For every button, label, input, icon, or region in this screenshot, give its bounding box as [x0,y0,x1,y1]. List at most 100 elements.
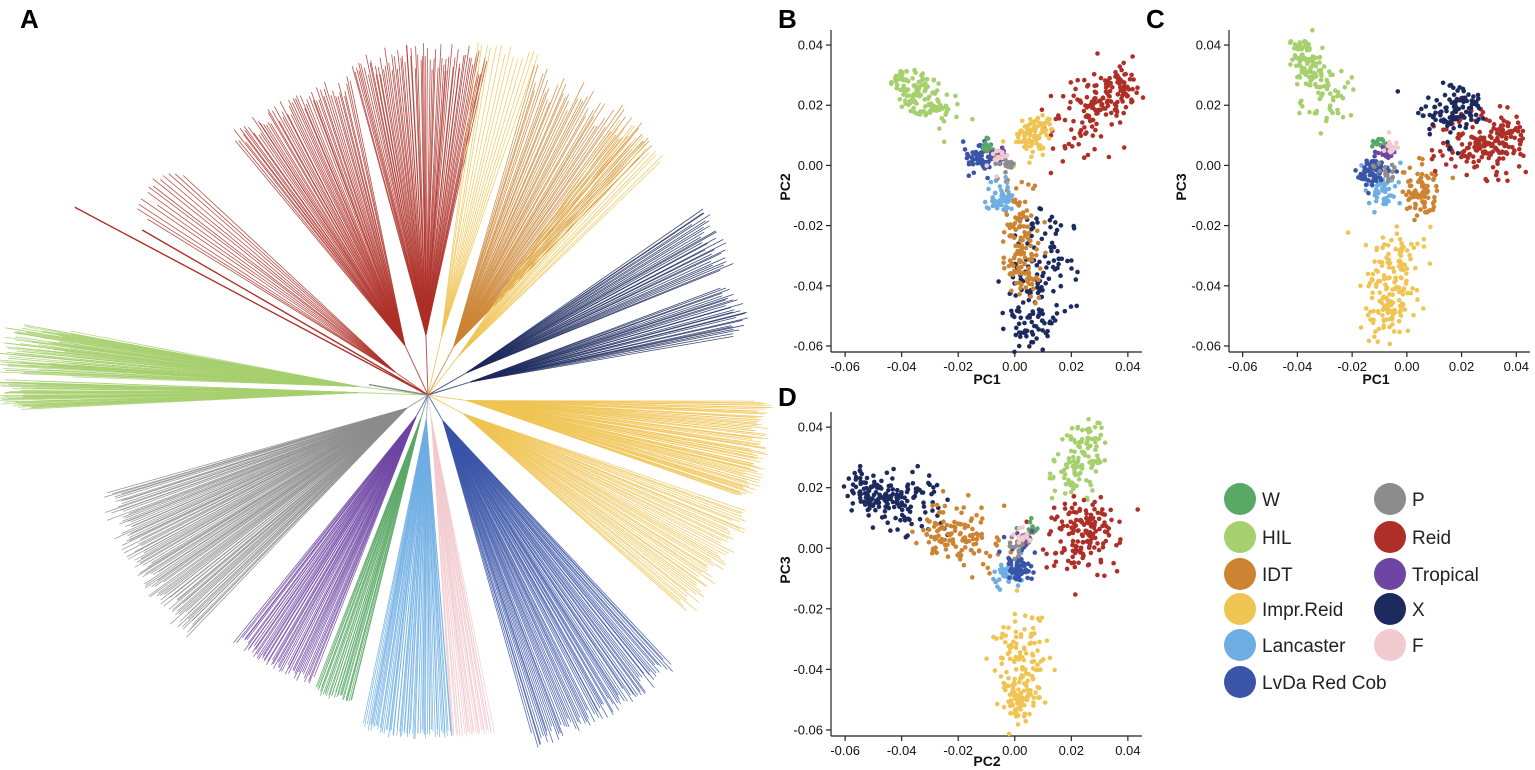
point-reid [1074,517,1079,523]
point-idt [1450,175,1456,181]
tree-leaf [442,420,624,689]
point-hil [927,102,932,108]
point-p [1386,176,1391,181]
tree-leaf [442,420,595,715]
point-idt [933,545,938,550]
point-hil [1351,87,1356,92]
legend-item-idt: IDT [1224,558,1293,590]
point-x [910,481,916,486]
point-lvda-red-cob [997,549,1002,554]
x-tick-label: 0.04 [1115,359,1140,374]
panel-letter-b: B [778,4,797,34]
point-lancaster [1366,200,1372,206]
legend-swatch [1224,666,1256,698]
tree-leaf [463,413,708,569]
point-reid [1069,144,1075,149]
point-reid [1504,151,1510,157]
point-impr-reid [1011,639,1016,645]
point-hil [944,92,950,97]
legend-label: Lancaster [1262,636,1346,657]
point-idt [979,505,984,511]
point-impr-reid [1411,312,1416,318]
point-reid [1078,100,1084,105]
point-idt [1030,186,1036,191]
point-lvda-red-cob [1001,534,1007,540]
point-hil [1062,491,1068,496]
point-p [1383,173,1389,178]
point-x [1454,115,1460,120]
point-x [1448,82,1454,88]
point-idt [961,562,967,568]
point-idt [1414,213,1420,218]
point-impr-reid [1379,259,1385,265]
point-reid [1431,153,1436,159]
point-x [923,510,928,515]
point-impr-reid [1016,680,1022,685]
point-reid [1473,147,1479,153]
point-hil [1081,451,1087,456]
point-x [899,500,905,505]
point-reid [1094,83,1099,88]
point-impr-reid [1398,275,1404,280]
clade-w [315,394,429,702]
point-impr-reid [1393,246,1398,252]
point-impr-reid [1384,295,1389,301]
point-lvda-red-cob [1020,560,1026,566]
tree-leaf [137,208,396,373]
point-impr-reid [992,668,998,673]
point-reid [1489,129,1494,134]
point-impr-reid [1375,339,1380,345]
point-hil [1062,475,1067,481]
point-lancaster [1006,579,1011,585]
point-reid [1076,142,1081,147]
point-reid [1130,86,1135,92]
x-axis-label-c: PC1 [1362,371,1389,387]
point-x [846,476,852,481]
point-p [1007,540,1013,546]
point-reid [1509,130,1515,135]
point-x [853,477,859,482]
scatter-panel-d: D -0.06 -0.04 -0.02 0.00 0.02 0.04-0.06-0.04-… [777,382,1142,769]
tree-leaf [441,44,503,337]
point-idt [1400,189,1406,195]
tree-branches [0,42,773,748]
point-lvda-red-cob [1363,177,1368,182]
point-idt [1001,255,1007,261]
point-x [1469,98,1474,103]
point-x [1027,315,1032,320]
point-tropical [1383,152,1389,157]
point-impr-reid [1413,265,1418,271]
tree-leaf [442,420,650,676]
point-x [1444,108,1449,114]
point-lancaster [1374,195,1380,200]
point-hil [1303,81,1309,87]
point-reid [1109,517,1114,523]
point-impr-reid [1380,313,1385,318]
tree-leaf [410,48,427,336]
tree-leaf [453,94,569,347]
point-x [1035,285,1040,290]
legend-swatch [1374,483,1406,515]
tree-leaf [458,119,621,356]
tree-leaf [425,50,480,336]
point-impr-reid [1031,119,1037,125]
x-tick-label: -0.06 [1228,359,1258,374]
point-x [1054,227,1060,233]
tree-leaf [140,198,396,373]
point-impr-reid [1404,271,1409,276]
point-hil [1088,443,1093,449]
point-x [1437,102,1443,107]
point-impr-reid [1021,688,1027,694]
point-x [874,498,879,504]
scatter-panel-b: B -0.06 -0.04 -0.02 0.00 0.02 0.04-0.06-0.04-… [777,4,1146,387]
point-impr-reid [1025,687,1030,692]
point-idt [984,550,989,556]
point-lvda-red-cob [1366,190,1371,196]
point-reid [1105,98,1110,104]
point-idt [958,522,963,527]
point-impr-reid [1018,690,1023,696]
point-x [906,517,912,522]
point-p [1382,164,1388,170]
point-hil [1063,482,1069,487]
point-hil [901,92,906,97]
